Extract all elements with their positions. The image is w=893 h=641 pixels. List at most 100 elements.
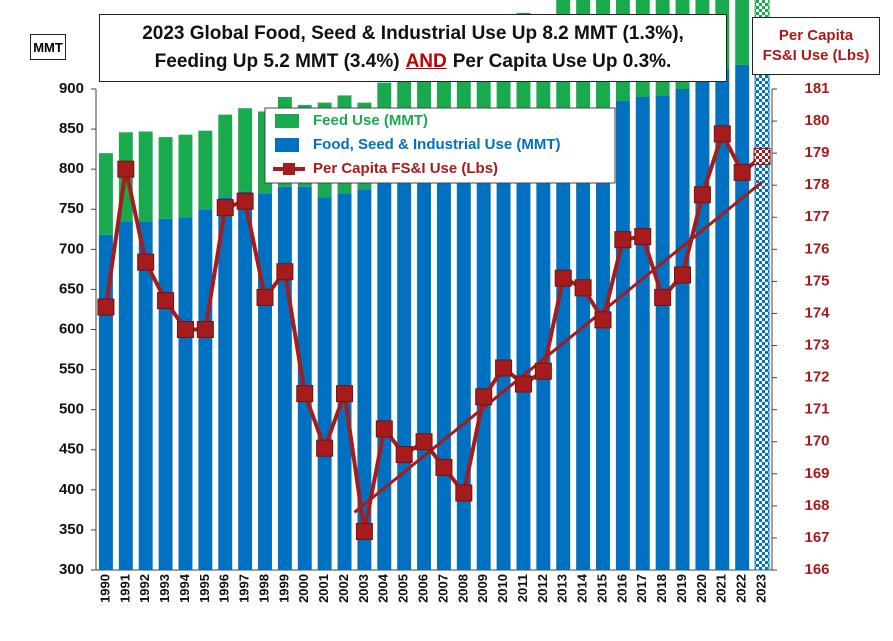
x-tick-label: 1995 <box>197 574 212 603</box>
title-line: 2023 Global Food, Seed & Industrial Use … <box>142 23 684 44</box>
y2-axis-label: Per Capita FS&I Use (Lbs) <box>752 17 880 75</box>
bar <box>158 137 173 219</box>
x-tick-label: 2008 <box>455 574 470 603</box>
line-marker <box>117 160 135 178</box>
line-marker <box>733 163 751 181</box>
y2-label-line: Per Capita <box>778 27 854 44</box>
x-tick-label: 2023 <box>753 574 768 603</box>
title-emphasis: AND <box>405 51 447 72</box>
y-tick-label: 700 <box>59 240 84 257</box>
y2-tick-label: 172 <box>804 369 829 386</box>
bar <box>118 221 133 570</box>
bar <box>536 133 551 570</box>
x-tick-label: 1994 <box>177 573 192 603</box>
bar <box>516 137 531 570</box>
x-tick-label: 2015 <box>594 574 609 603</box>
line-marker <box>97 298 115 316</box>
y-tick-label: 400 <box>59 481 84 498</box>
y2-tick-label: 169 <box>804 465 829 482</box>
bar <box>138 221 153 570</box>
y-tick-label: 900 <box>59 80 84 97</box>
line-marker <box>256 288 274 306</box>
y2-tick-label: 173 <box>804 337 829 354</box>
bar <box>655 95 670 570</box>
bar <box>238 108 253 192</box>
line-marker <box>355 523 373 541</box>
bar <box>397 171 412 571</box>
title-part: Per Capita Use Up 0.3%. <box>452 51 672 72</box>
x-tick-label: 2006 <box>415 574 430 603</box>
bar <box>635 97 650 571</box>
y-tick-label: 450 <box>59 441 84 458</box>
legend-label: Per Capita FS&I Use (Lbs) <box>313 160 498 177</box>
x-tick-label: 2018 <box>654 574 669 603</box>
y2-tick-label: 166 <box>804 561 829 578</box>
line-marker <box>475 388 493 406</box>
y2-tick-label: 177 <box>804 208 829 225</box>
x-tick-label: 1993 <box>157 574 172 603</box>
y2-tick-label: 180 <box>804 112 829 129</box>
y2-tick-label: 181 <box>804 80 829 97</box>
line-marker <box>157 292 175 310</box>
bar <box>675 89 690 570</box>
title-part: Feeding Up 5.2 MMT (3.4%) <box>154 51 400 72</box>
line-marker <box>336 385 354 403</box>
x-tick-label: 2021 <box>714 574 729 603</box>
y2-tick-label: 176 <box>804 240 829 257</box>
bar <box>337 193 352 570</box>
bar <box>258 193 272 570</box>
bar <box>377 177 392 570</box>
line-marker <box>674 266 692 284</box>
y-tick-label: 850 <box>59 120 84 137</box>
bar <box>496 145 511 570</box>
line-marker <box>236 192 254 210</box>
bar <box>198 130 213 210</box>
bar <box>417 165 432 571</box>
bar <box>695 79 710 570</box>
line-marker <box>594 311 612 329</box>
x-tick-label: 2011 <box>515 574 530 602</box>
line-marker <box>495 359 513 377</box>
x-tick-label: 2005 <box>396 574 411 603</box>
y2-tick-label: 179 <box>804 144 829 161</box>
bar <box>596 111 610 571</box>
bar <box>198 209 213 570</box>
x-tick-label: 1990 <box>97 574 112 603</box>
bar <box>98 234 113 571</box>
y-tick-label: 350 <box>59 521 84 538</box>
x-tick-label: 2022 <box>734 574 749 603</box>
bar <box>238 191 253 570</box>
legend-label: Food, Seed & Industrial Use (MMT) <box>313 136 561 153</box>
x-tick-label: 1997 <box>237 574 252 603</box>
legend-swatch <box>283 163 295 175</box>
legend-swatch <box>275 138 299 152</box>
bar <box>357 189 372 571</box>
x-tick-label: 2014 <box>575 573 590 603</box>
line-marker <box>455 484 473 502</box>
bar <box>715 68 730 570</box>
line-marker <box>196 321 214 338</box>
line-marker <box>713 125 731 143</box>
bar <box>476 153 491 570</box>
x-tick-label: 2010 <box>495 574 510 603</box>
bar <box>158 218 173 570</box>
y2-tick-label: 175 <box>804 272 829 289</box>
line <box>103 128 764 532</box>
x-tick-label: 1992 <box>137 574 152 603</box>
y2-tick-label: 174 <box>804 304 830 321</box>
bar <box>178 134 193 218</box>
line-marker <box>534 362 552 380</box>
x-tick-label: 2003 <box>356 574 371 603</box>
bar <box>317 197 332 570</box>
legend-label: Feed Use (MMT) <box>313 112 428 129</box>
y-tick-label: 300 <box>59 561 84 578</box>
y-tick-label: 800 <box>59 160 84 177</box>
y2-tick-label: 167 <box>804 529 829 546</box>
x-tick-label: 2016 <box>614 574 629 603</box>
line-marker <box>693 186 711 204</box>
x-tick-label: 2009 <box>475 574 490 603</box>
bar <box>98 153 113 235</box>
bar <box>735 64 750 570</box>
